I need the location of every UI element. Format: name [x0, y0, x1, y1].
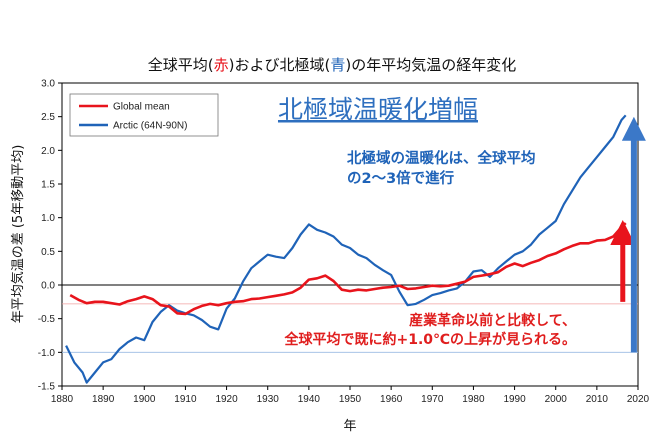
- x-axis-label: 年: [343, 419, 356, 434]
- headline-arctic-amplification: 北極域温暖化増幅: [278, 95, 478, 124]
- y-tick-label: 3.0: [41, 79, 55, 90]
- x-tick-label: 1950: [339, 394, 362, 405]
- x-tick-label: 2010: [586, 394, 609, 405]
- legend: Global mean Arctic (64N-90N): [69, 93, 219, 137]
- arctic-note-line-2: の2～3倍で進行: [347, 169, 455, 187]
- y-tick-label: -1.0: [38, 348, 56, 359]
- chart-title: 全球平均(赤)および北極域(青)の年平均気温の経年変化: [148, 56, 516, 74]
- x-tick-label: 1900: [133, 394, 156, 405]
- legend-label-arctic: Arctic (64N-90N): [113, 121, 187, 132]
- y-tick-label: -1.5: [38, 382, 56, 393]
- y-tick-label: 2.0: [41, 146, 55, 157]
- y-axis-label: 年平均気温の差 (5年移動平均): [10, 145, 26, 324]
- arctic-series-line: [65, 114, 627, 384]
- title-blue-word: 青: [330, 56, 345, 74]
- y-tick-label: -0.5: [38, 314, 56, 325]
- x-tick-label: 1970: [421, 394, 444, 405]
- y-tick-label: 1.0: [41, 213, 55, 224]
- x-tick-label: 1910: [174, 394, 197, 405]
- x-axis-ticks: 1880 1890 1900 1910 1920 1930 1940 1950 1960 1970…: [51, 386, 650, 405]
- x-tick-label: 1990: [503, 394, 526, 405]
- x-tick-label: 1960: [380, 394, 403, 405]
- x-tick-label: 2000: [545, 394, 568, 405]
- y-tick-label: 0.5: [41, 247, 55, 258]
- x-tick-label: 1930: [257, 394, 280, 405]
- global-mean-series-line: [69, 222, 627, 316]
- x-tick-label: 1980: [462, 394, 485, 405]
- x-tick-label: 1920: [215, 394, 238, 405]
- global-note-line-1: 産業革命以前と比較して、: [409, 312, 576, 329]
- y-tick-label: 0.0: [41, 281, 55, 292]
- global-note-line-2: 全球平均で既に約+1.0℃の上昇が見られる。: [284, 331, 576, 348]
- legend-label-global: Global mean: [113, 102, 170, 113]
- y-axis-ticks: 3.0 2.5 2.0 1.5 1.0 0.5 0.0 -0.5 -1.0 -1.5: [38, 79, 62, 393]
- arctic-note-line-1: 北極域の温暖化は、全球平均: [347, 149, 536, 167]
- x-tick-label: 1890: [92, 394, 115, 405]
- x-tick-label: 1940: [298, 394, 321, 405]
- x-tick-label: 2020: [627, 394, 650, 405]
- title-red-word: 赤: [214, 56, 229, 74]
- legend-box: [69, 93, 219, 137]
- x-tick-label: 1880: [51, 394, 74, 405]
- y-tick-label: 1.5: [41, 180, 55, 191]
- y-tick-label: 2.5: [41, 112, 55, 123]
